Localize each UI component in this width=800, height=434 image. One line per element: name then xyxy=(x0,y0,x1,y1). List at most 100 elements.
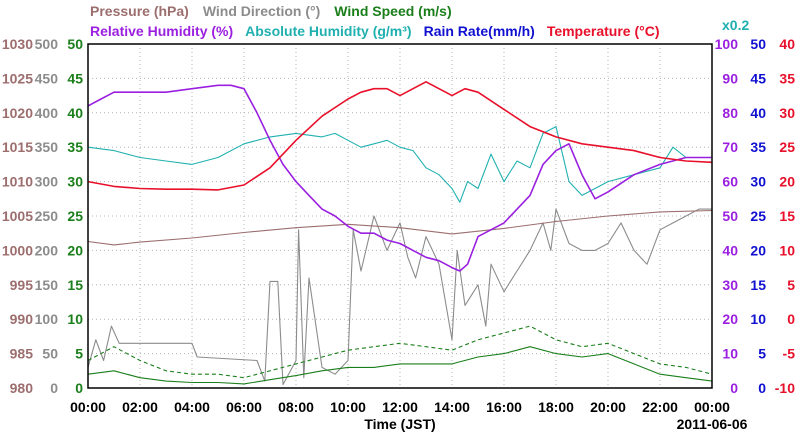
relative-humidity-legend-label: Relative Humidity (%) xyxy=(90,23,233,39)
wind-speed-axis-tick-label: 10 xyxy=(67,311,83,327)
temperature-axis-tick-label: 35 xyxy=(779,70,795,86)
temperature-axis-tick-label: 40 xyxy=(779,36,795,52)
x-axis-tick-label: 02:00 xyxy=(122,399,158,415)
x-axis-tick-label: 12:00 xyxy=(382,399,418,415)
temperature-axis-tick-label: 30 xyxy=(779,105,795,121)
temperature-axis-tick-label: 15 xyxy=(779,208,795,224)
wind-speed-axis-tick-label: 20 xyxy=(67,242,83,258)
pressure-axis-tick-label: 985 xyxy=(10,346,34,362)
relative-humidity-axis-tick-label: 90 xyxy=(722,70,738,86)
relative-humidity-series-line xyxy=(87,84,712,272)
rain-rate-axis-tick-label: 15 xyxy=(750,277,766,293)
pressure-axis-tick-label: 1015 xyxy=(2,139,33,155)
wind-direction-axis-tick-label: 250 xyxy=(35,208,59,224)
wind-speed-axis-tick-label: 50 xyxy=(67,36,83,52)
temperature-series-line xyxy=(87,81,713,191)
wind-direction-series-line xyxy=(87,208,712,386)
relative-humidity-axis-tick-label: 20 xyxy=(722,311,738,327)
wind-direction-axis-tick-label: 350 xyxy=(35,139,59,155)
temperature-axis-tick-label: -10 xyxy=(775,380,795,396)
rain-rate-axis-tick-label: 45 xyxy=(750,70,766,86)
rain-rate-axis-tick-label: 50 xyxy=(750,36,766,52)
pressure-axis-tick-label: 980 xyxy=(10,380,34,396)
pressure-axis-tick-label: 1000 xyxy=(2,242,33,258)
wind-direction-axis-tick-label: 300 xyxy=(35,174,59,190)
x-axis-tick-label: 10:00 xyxy=(330,399,366,415)
wind-direction-axis-tick-label: 150 xyxy=(35,277,59,293)
pressure-legend-label: Pressure (hPa) xyxy=(90,3,189,19)
temperature-axis-tick-label: 0 xyxy=(787,311,795,327)
pressure-axis-tick-label: 1005 xyxy=(2,208,33,224)
wind-direction-axis-tick-label: 0 xyxy=(50,380,58,396)
relative-humidity-axis-tick-label: 30 xyxy=(722,277,738,293)
series-layer xyxy=(87,81,713,389)
temperature-legend-label: Temperature (°C) xyxy=(547,23,660,39)
relative-humidity-axis-tick-label: 80 xyxy=(722,105,738,121)
scale-note-label: x0.2 xyxy=(722,17,749,33)
relative-humidity-axis-tick-label: 100 xyxy=(715,36,739,52)
relative-humidity-axis-tick-label: 0 xyxy=(730,380,738,396)
wind-speed-axis-tick-label: 40 xyxy=(67,105,83,121)
x-axis-tick-label: 16:00 xyxy=(486,399,522,415)
wind-speed-legend-label: Wind Speed (m/s) xyxy=(334,3,451,19)
wind-direction-axis-tick-label: 400 xyxy=(35,105,59,121)
x-axis-tick-label: 22:00 xyxy=(642,399,678,415)
legend: Pressure (hPa) Wind Direction (°) Wind Spe… xyxy=(90,3,749,39)
x-axis-tick-label: 18:00 xyxy=(538,399,574,415)
wind-speed-axis-tick-label: 30 xyxy=(67,174,83,190)
wind-direction-axis-tick-label: 450 xyxy=(35,70,59,86)
wind-direction-axis-tick-label: 500 xyxy=(35,36,59,52)
pressure-axis-tick-label: 990 xyxy=(10,311,34,327)
pressure-axis-tick-label: 1025 xyxy=(2,70,33,86)
wind-direction-axis-tick-label: 50 xyxy=(42,346,58,362)
wind-speed-axis-tick-label: 35 xyxy=(67,139,83,155)
pressure-axis-tick-label: 1020 xyxy=(2,105,33,121)
wind-speed-series-line xyxy=(87,346,713,385)
pressure-axis-tick-label: 1010 xyxy=(2,174,33,190)
wind-speed-axis-tick-label: 5 xyxy=(75,346,83,362)
x-axis-tick-label: 06:00 xyxy=(226,399,262,415)
wind-direction-axis-tick-label: 100 xyxy=(35,311,59,327)
relative-humidity-axis-tick-label: 50 xyxy=(722,208,738,224)
rain-rate-axis-tick-label: 25 xyxy=(750,208,766,224)
axes: 9809859909951000100510101015102010251030… xyxy=(2,36,795,415)
rain-rate-axis-tick-label: 20 xyxy=(750,242,766,258)
x-axis-tick-label: 08:00 xyxy=(278,399,314,415)
rain-rate-axis-tick-label: 10 xyxy=(750,311,766,327)
relative-humidity-axis-tick-label: 10 xyxy=(722,346,738,362)
wind-direction-legend-label: Wind Direction (°) xyxy=(203,3,320,19)
rain-rate-axis-tick-label: 40 xyxy=(750,105,766,121)
wind-direction-axis-tick-label: 200 xyxy=(35,242,59,258)
temperature-axis-tick-label: 10 xyxy=(779,242,795,258)
rain-rate-axis-tick-label: 0 xyxy=(758,380,766,396)
wind-gust-series-line xyxy=(87,325,713,379)
rain-rate-axis-tick-label: 5 xyxy=(758,346,766,362)
pressure-series-line xyxy=(87,209,713,246)
absolute-humidity-legend-label: Absolute Humidity (g/m³) xyxy=(245,23,411,39)
rain-rate-axis-tick-label: 35 xyxy=(750,139,766,155)
date-label: 2011-06-06 xyxy=(677,416,748,432)
wind-speed-axis-tick-label: 25 xyxy=(67,208,83,224)
x-axis-tick-label: 00:00 xyxy=(694,399,730,415)
rain-rate-axis-tick-label: 30 xyxy=(750,174,766,190)
absolute-humidity-series-line xyxy=(87,126,712,203)
x-axis-tick-label: 14:00 xyxy=(434,399,470,415)
temperature-axis-tick-label: -5 xyxy=(783,346,796,362)
plot-frame xyxy=(87,43,713,389)
temperature-axis-tick-label: 5 xyxy=(787,277,795,293)
temperature-axis-tick-label: 25 xyxy=(779,139,795,155)
wind-speed-axis-tick-label: 0 xyxy=(75,380,83,396)
pressure-axis-tick-label: 1030 xyxy=(2,36,33,52)
x-axis-tick-label: 20:00 xyxy=(590,399,626,415)
x-axis-tick-label: 04:00 xyxy=(174,399,210,415)
wind-speed-axis-tick-label: 15 xyxy=(67,277,83,293)
relative-humidity-axis-tick-label: 60 xyxy=(722,174,738,190)
x-axis-title: Time (JST) xyxy=(364,416,435,432)
wind-speed-axis-tick-label: 45 xyxy=(67,70,83,86)
relative-humidity-axis-tick-label: 40 xyxy=(722,242,738,258)
x-axis-tick-label: 00:00 xyxy=(70,399,106,415)
rain-rate-legend-label: Rain Rate(mm/h) xyxy=(424,23,535,39)
relative-humidity-axis-tick-label: 70 xyxy=(722,139,738,155)
